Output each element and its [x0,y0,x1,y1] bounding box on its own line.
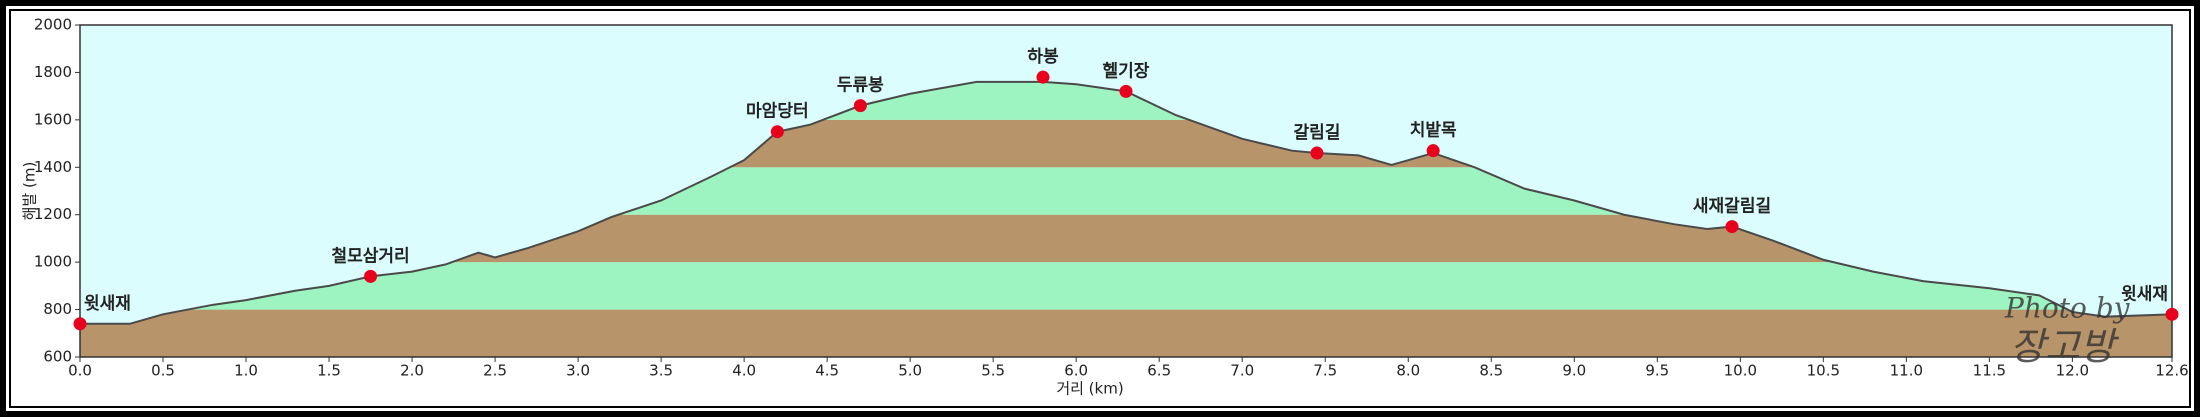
x-tick-label: 6.5 [1147,362,1171,380]
x-tick-label: 2.5 [483,362,507,380]
y-tick-label: 1000 [34,253,72,271]
waypoint-label: 두류봉 [837,76,884,96]
x-tick-label: 3.5 [649,362,673,380]
x-axis-label: 거리 (km) [1056,380,1123,398]
waypoint-marker [1036,70,1050,84]
waypoint-marker [1725,220,1739,234]
waypoint-marker [2165,307,2179,321]
x-tick-label: 1.5 [317,362,341,380]
y-tick-label: 1600 [34,110,72,128]
x-tick-label: 12.0 [2056,362,2089,380]
x-tick-label: 5.0 [898,362,922,380]
x-tick-label: 7.5 [1313,362,1337,380]
x-tick-label: 3.0 [566,362,590,380]
elevation-band [80,309,2172,357]
x-tick-label: 6.0 [1064,362,1088,380]
x-tick-label: 11.5 [1973,362,2006,380]
waypoint-marker [1119,84,1133,98]
waypoint-label: 치밭목 [1410,121,1457,141]
waypoint-label: 새재갈림길 [1693,197,1771,217]
inner-frame [9,9,2191,408]
x-tick-label: 9.0 [1562,362,1586,380]
y-tick-label: 2000 [34,16,72,34]
waypoint-marker [364,269,378,283]
x-tick-label: 4.5 [815,362,839,380]
waypoint-label: 마암당터 [746,102,809,122]
waypoint-marker [73,317,87,331]
x-tick-label: 10.5 [1807,362,1840,380]
y-axis-label: 해발 (m) [21,162,39,221]
x-tick-label: 4.0 [732,362,756,380]
waypoint-marker [1310,146,1324,160]
waypoint-marker [770,125,784,139]
plot-border [79,24,2173,358]
y-tick-label: 1200 [34,205,72,223]
x-tick-label: 0.0 [68,362,92,380]
y-tick-label: 800 [43,300,72,318]
waypoint-label: 철모삼거리 [331,246,409,266]
x-tick-label: 2.0 [400,362,424,380]
waypoint-label: 윗새재 [2121,284,2168,304]
x-tick-label: 5.5 [981,362,1005,380]
waypoint-marker [1426,144,1440,158]
waypoint-label: 갈림길 [1293,123,1340,143]
x-tick-label: 8.0 [1396,362,1420,380]
waypoint-marker [853,99,867,113]
watermark: Photo by [2004,292,2131,325]
x-tick-label: 12.6 [2155,362,2188,380]
x-tick-label: 0.5 [151,362,175,380]
waypoint-label: 윗새재 [84,294,131,314]
x-tick-label: 9.5 [1645,362,1669,380]
waypoint-label: 헬기장 [1103,61,1150,81]
x-tick-label: 1.0 [234,362,258,380]
waypoint-label: 하봉 [1027,47,1059,67]
x-tick-label: 8.5 [1479,362,1503,380]
x-tick-label: 10.0 [1724,362,1757,380]
x-tick-label: 11.0 [1890,362,1923,380]
profile-line [80,80,2173,325]
watermark: 장고방 [2010,325,2120,369]
elevation-band [80,262,2172,310]
y-tick-label: 600 [43,348,72,366]
x-tick-label: 7.0 [1230,362,1254,380]
y-tick-label: 1800 [34,63,72,81]
y-tick-label: 1400 [34,158,72,176]
